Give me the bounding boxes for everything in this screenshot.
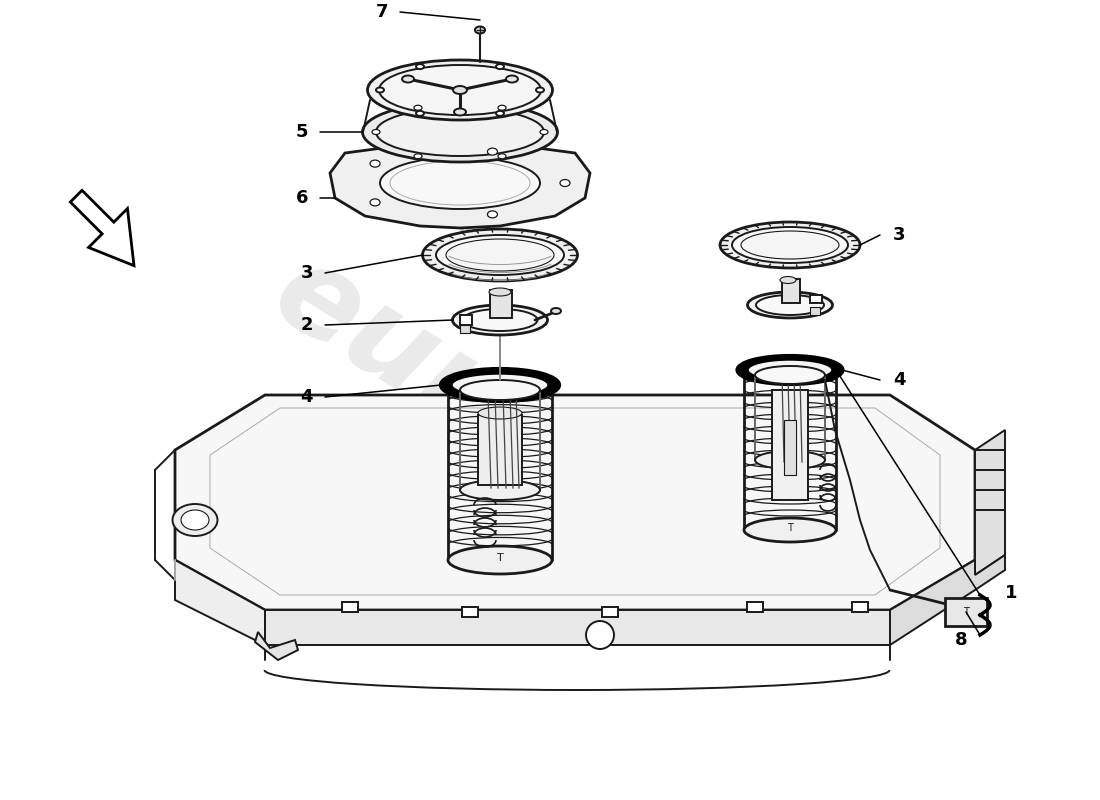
Bar [810,307,820,315]
Text: europes: europes [253,233,788,627]
Ellipse shape [720,222,860,268]
Ellipse shape [452,305,548,335]
Ellipse shape [367,60,552,120]
Ellipse shape [498,106,506,110]
Ellipse shape [748,360,832,380]
Ellipse shape [446,239,554,271]
Ellipse shape [441,369,559,401]
Ellipse shape [453,86,468,94]
Ellipse shape [182,510,209,530]
Ellipse shape [379,157,540,209]
Ellipse shape [454,109,466,115]
Bar [975,490,1005,510]
Ellipse shape [372,130,379,134]
Polygon shape [70,190,134,266]
Ellipse shape [173,504,218,536]
Text: 6: 6 [296,189,308,207]
Ellipse shape [370,199,381,206]
Ellipse shape [755,451,825,469]
Ellipse shape [744,518,836,542]
Bar [782,279,800,303]
Bar [747,602,763,612]
Ellipse shape [496,111,504,116]
Ellipse shape [414,106,422,110]
Text: a passion for parts since 1985: a passion for parts since 1985 [315,394,666,626]
Ellipse shape [414,154,422,158]
Text: 3: 3 [893,226,905,244]
Polygon shape [890,555,1005,645]
Bar [462,607,478,617]
Ellipse shape [363,102,558,162]
Ellipse shape [560,179,570,186]
Text: 4: 4 [893,371,905,389]
Ellipse shape [780,277,796,283]
Text: T: T [496,553,504,563]
Polygon shape [265,610,890,645]
Ellipse shape [478,407,522,419]
Ellipse shape [370,160,381,167]
Ellipse shape [551,308,561,314]
Ellipse shape [756,295,824,315]
Ellipse shape [422,229,578,281]
Ellipse shape [376,108,544,156]
Text: 2: 2 [300,316,313,334]
Ellipse shape [379,65,541,115]
Polygon shape [175,560,265,645]
Bar [490,290,512,318]
Text: 7: 7 [375,3,388,21]
Ellipse shape [416,64,424,69]
Text: T: T [788,523,793,533]
Ellipse shape [452,374,548,396]
Bar [478,415,522,485]
Ellipse shape [436,235,564,275]
Circle shape [586,621,614,649]
Polygon shape [175,395,975,610]
Polygon shape [330,140,590,228]
Ellipse shape [496,64,504,69]
Polygon shape [975,430,1005,575]
Ellipse shape [737,356,843,384]
Bar [772,390,808,500]
Ellipse shape [506,75,518,82]
Bar [460,315,472,325]
Ellipse shape [540,130,548,134]
Polygon shape [255,632,298,660]
Bar [810,295,822,303]
Ellipse shape [755,366,825,384]
Text: 1: 1 [1005,584,1018,602]
Bar [460,325,470,333]
Ellipse shape [462,309,538,331]
Ellipse shape [536,87,544,93]
Ellipse shape [487,211,497,218]
Bar [342,602,358,612]
Bar [602,607,618,617]
Text: 8: 8 [955,631,968,649]
Ellipse shape [460,480,540,500]
Text: 4: 4 [300,388,313,406]
Ellipse shape [376,87,384,93]
Ellipse shape [475,26,485,34]
Ellipse shape [732,227,848,263]
Ellipse shape [448,546,552,574]
Ellipse shape [402,75,414,82]
Bar [852,602,868,612]
Bar [945,598,987,626]
Text: 3: 3 [300,264,313,282]
Text: T: T [964,607,969,617]
Ellipse shape [487,148,497,155]
Ellipse shape [498,154,506,158]
Ellipse shape [490,288,512,296]
Ellipse shape [741,231,839,259]
Ellipse shape [748,292,833,318]
Ellipse shape [460,380,540,400]
Bar [975,450,1005,470]
Text: 5: 5 [296,123,308,141]
Ellipse shape [416,111,424,116]
Bar [784,420,796,475]
